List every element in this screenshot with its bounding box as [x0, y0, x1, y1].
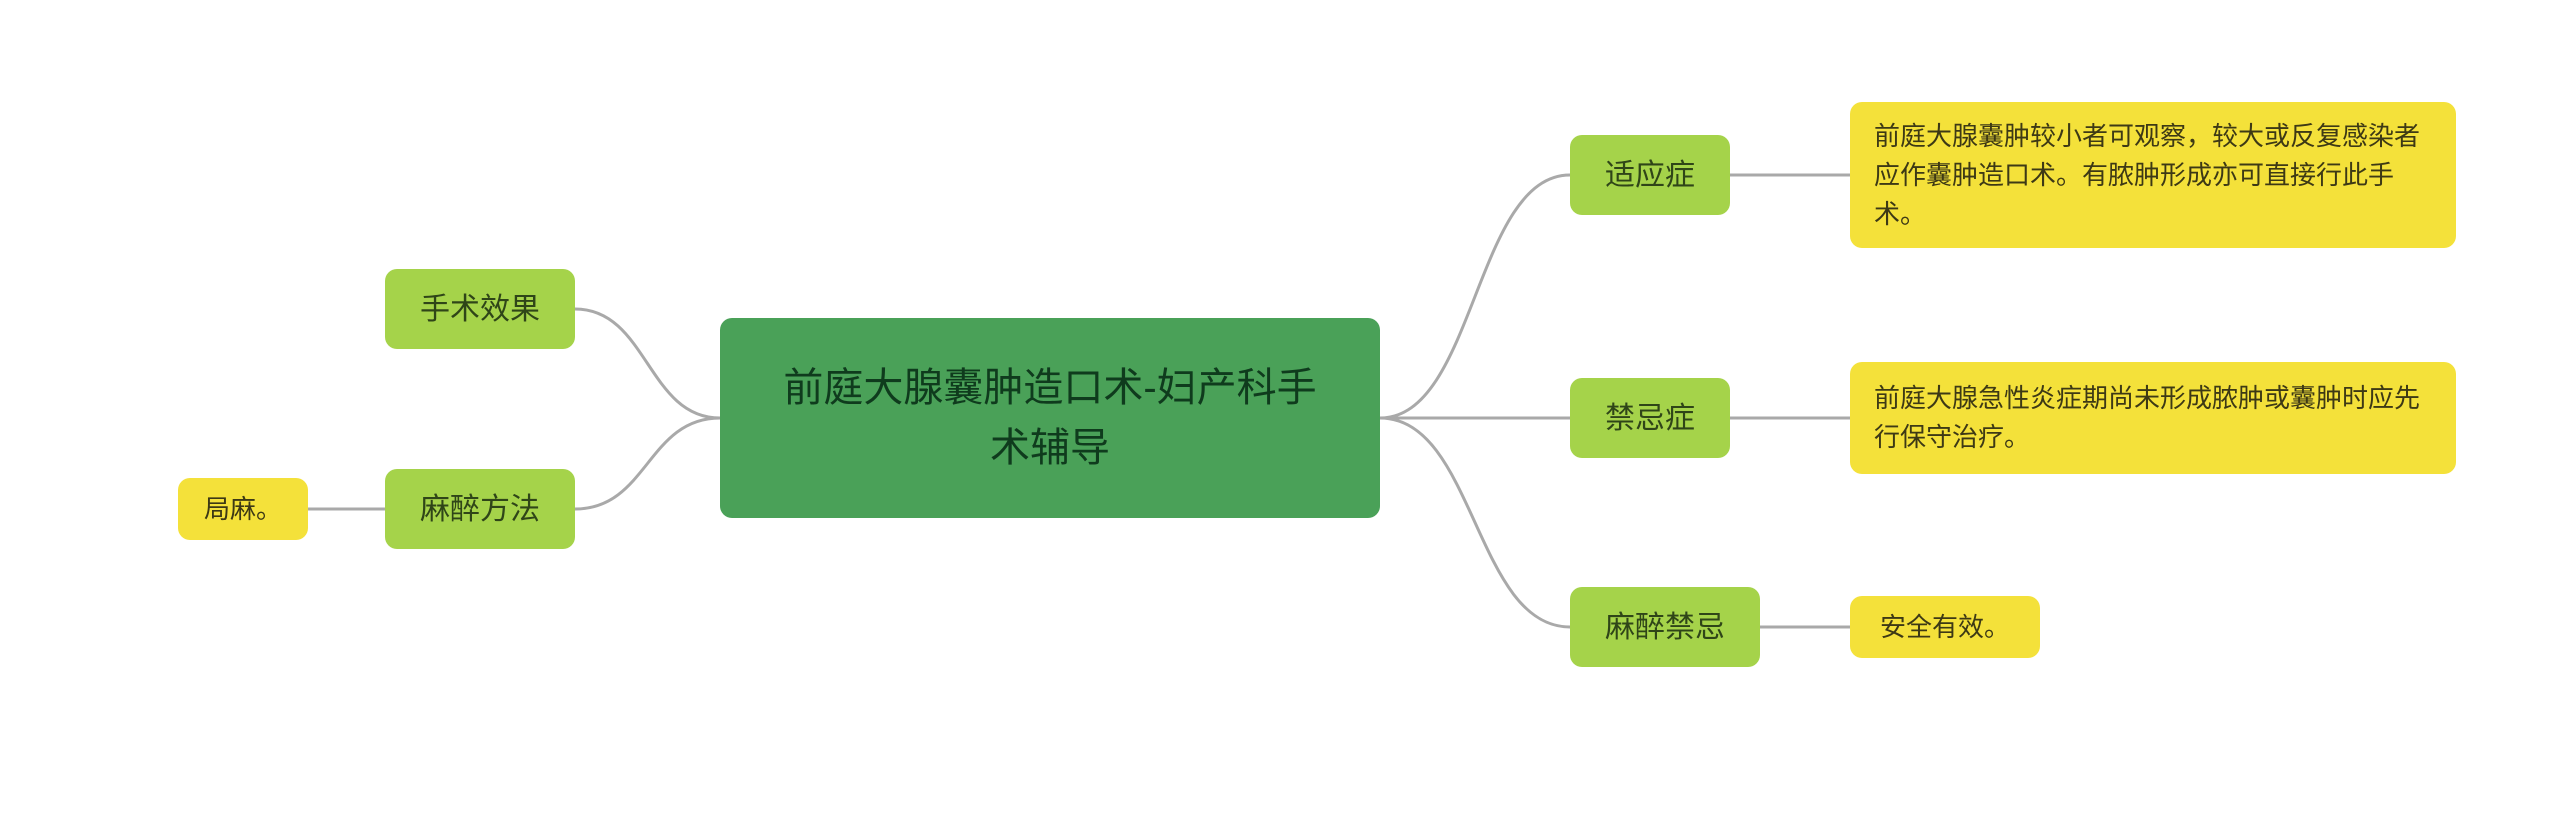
branch-node-right3: 麻醉禁忌	[1570, 587, 1760, 667]
node-label: 安全有效。	[1880, 608, 2010, 647]
connector	[575, 418, 720, 509]
node-label: 前庭大腺囊肿较小者可观察，较大或反复感染者应作囊肿造口术。有脓肿形成亦可直接行此…	[1874, 117, 2432, 234]
branch-node-left2: 麻醉方法	[385, 469, 575, 549]
connector	[1380, 175, 1570, 418]
leaf-node-right3a: 安全有效。	[1850, 596, 2040, 658]
root-node: 前庭大腺囊肿造口术-妇产科手术辅导	[720, 318, 1380, 518]
node-label: 适应症	[1605, 153, 1695, 198]
node-label: 禁忌症	[1605, 396, 1695, 441]
node-label: 手术效果	[420, 287, 540, 332]
leaf-node-right2a: 前庭大腺急性炎症期尚未形成脓肿或囊肿时应先行保守治疗。	[1850, 362, 2456, 474]
branch-node-right2: 禁忌症	[1570, 378, 1730, 458]
branch-node-right1: 适应症	[1570, 135, 1730, 215]
connector	[1380, 418, 1570, 627]
node-label: 前庭大腺急性炎症期尚未形成脓肿或囊肿时应先行保守治疗。	[1874, 379, 2432, 457]
leaf-node-right1a: 前庭大腺囊肿较小者可观察，较大或反复感染者应作囊肿造口术。有脓肿形成亦可直接行此…	[1850, 102, 2456, 248]
node-label: 局麻。	[204, 490, 282, 529]
node-label: 麻醉方法	[420, 487, 540, 532]
node-label: 麻醉禁忌	[1605, 605, 1725, 650]
leaf-node-left2a: 局麻。	[178, 478, 308, 540]
node-label: 前庭大腺囊肿造口术-妇产科手术辅导	[770, 358, 1330, 478]
branch-node-left1: 手术效果	[385, 269, 575, 349]
connector	[575, 309, 720, 418]
